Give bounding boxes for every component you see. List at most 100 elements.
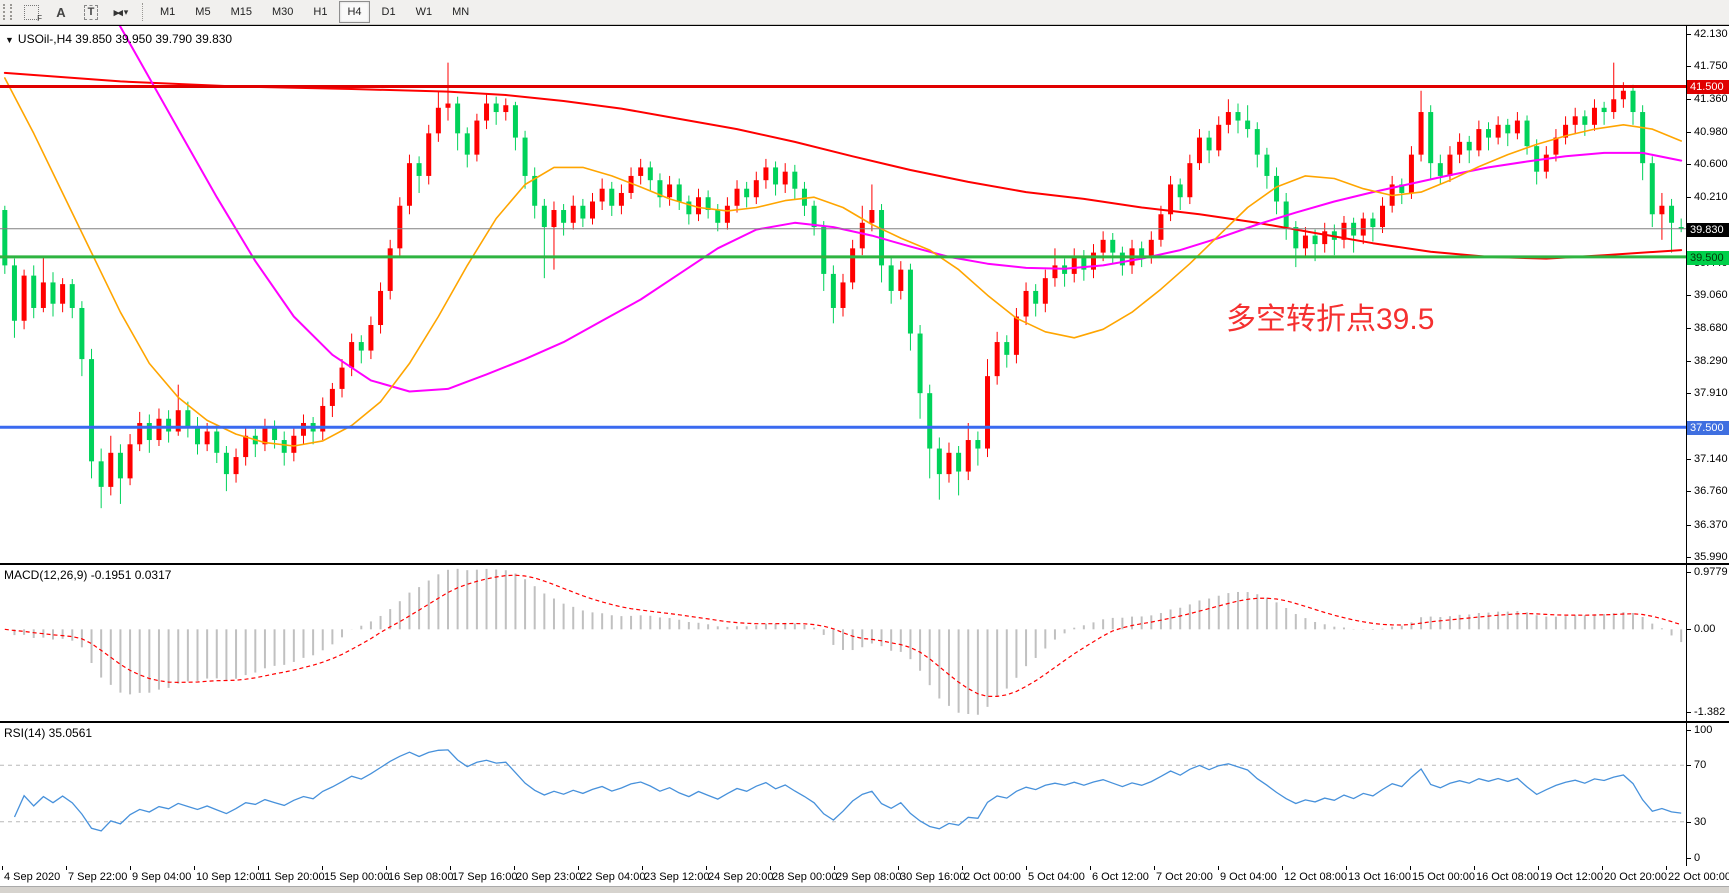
rsi-tick [1687, 858, 1691, 859]
toolbar-separator [142, 3, 144, 21]
time-tick-label: 22 Sep 04:00 [580, 871, 646, 883]
time-tick-label: 15 Sep 00:00 [324, 871, 390, 883]
rsi-panel[interactable]: RSI(14) 35.0561 [0, 722, 1686, 867]
price-tick-label: 41.750 [1694, 60, 1728, 73]
timeframe-button-m5[interactable]: M5 [195, 6, 211, 18]
macd-tick-label: 0.00 [1694, 623, 1716, 636]
timeframe-button-mn[interactable]: MN [452, 6, 470, 18]
price-tick-label: 36.760 [1694, 485, 1728, 498]
symbol-dropdown-icon[interactable]: ▼ [5, 35, 14, 45]
timeframe-button-m1[interactable]: M1 [160, 6, 176, 18]
price-tick [1687, 295, 1691, 297]
text-tool-icon[interactable]: T [78, 1, 104, 23]
macd-axis[interactable]: 0.9779 0.00 -1.382 [1686, 564, 1729, 722]
price-tick [1687, 393, 1691, 395]
time-tick [1346, 866, 1347, 870]
price-tick-label: 40.980 [1694, 125, 1728, 138]
rsi-tick-label: 30 [1694, 815, 1707, 828]
time-tick [386, 866, 387, 870]
rsi-line [13, 749, 1682, 832]
time-tick-label: 4 Sep 2020 [4, 871, 61, 883]
timeframe-button-w1[interactable]: W1 [415, 6, 433, 18]
time-tick [706, 866, 707, 870]
main-chart-panel[interactable]: ▼ USOil-,H4 39.850 39.950 39.790 39.830 多… [0, 25, 1686, 564]
time-tick [898, 866, 899, 870]
grid-pattern-icon[interactable]: F [18, 1, 44, 23]
price-tick [1687, 458, 1691, 460]
price-tick-label: 41.360 [1694, 93, 1728, 106]
time-tick-label: 29 Sep 08:00 [836, 871, 902, 883]
time-tick-label: 22 Oct 00:00 [1668, 871, 1729, 883]
price-tick-label: 37.910 [1694, 387, 1728, 400]
time-tick-label: 16 Sep 08:00 [388, 871, 454, 883]
time-tick-label: 28 Sep 00:00 [772, 871, 838, 883]
time-axis[interactable]: 4 Sep 2020 7 Sep 22:00 9 Sep 04:00 10 Sep 1… [0, 866, 1729, 886]
time-tick-label: 13 Oct 16:00 [1348, 871, 1411, 883]
rsi-label: RSI(14) 35.0561 [4, 726, 93, 740]
price-tick-label: 40.210 [1694, 191, 1728, 204]
time-tick-label: 17 Sep 16:00 [452, 871, 518, 883]
macd-label: MACD(12,26,9) -0.1951 0.0317 [4, 568, 172, 582]
time-tick [578, 866, 579, 870]
time-tick-label: 16 Oct 08:00 [1476, 871, 1539, 883]
price-tick-label: 35.990 [1694, 550, 1728, 563]
chart-title: ▼ USOil-,H4 39.850 39.950 39.790 39.830 [5, 32, 232, 46]
time-tick-label: 11 Sep 20:00 [260, 871, 325, 883]
timeframe-button-m15[interactable]: M15 [230, 6, 252, 18]
time-tick-label: 7 Oct 20:00 [1156, 871, 1213, 883]
price-tick [1687, 99, 1691, 101]
dropdown-caret-icon[interactable]: ▾ [123, 6, 129, 17]
macd-tick [1687, 572, 1691, 573]
timeframe-button-d1[interactable]: D1 [381, 6, 396, 18]
grid-icon [23, 4, 39, 20]
toolbar-drag-handle[interactable] [3, 4, 12, 20]
timeframe-button-h4[interactable]: H4 [339, 1, 370, 23]
time-tick [1026, 866, 1027, 870]
price-tick [1687, 131, 1691, 133]
price-badge-39.830: 39.830 [1687, 222, 1729, 237]
grid-icon-label: F [37, 14, 42, 23]
time-tick [1666, 866, 1667, 870]
time-tick-label: 10 Sep 12:00 [196, 871, 262, 883]
price-tick-label: 40.600 [1694, 158, 1728, 171]
font-tool-icon[interactable]: A [48, 1, 74, 23]
rsi-tick [1687, 821, 1691, 823]
rsi-tick [1687, 730, 1691, 731]
macd-canvas[interactable] [0, 565, 1686, 719]
ma-slow[interactable] [3, 71, 1683, 260]
price-tick-label: 39.060 [1694, 289, 1728, 302]
timeframe-button-h1[interactable]: H1 [313, 6, 328, 18]
price-chart-canvas[interactable] [0, 26, 1686, 561]
price-tick [1687, 360, 1691, 362]
price-tick-label: 36.370 [1694, 518, 1728, 531]
time-tick [642, 866, 643, 870]
arrows-glyph: ▸◂ [113, 6, 123, 19]
timeframe-button-m30[interactable]: M30 [271, 6, 294, 18]
time-tick [514, 866, 515, 870]
time-tick [2, 866, 3, 870]
macd-tick [1687, 712, 1691, 713]
rsi-canvas[interactable] [0, 723, 1686, 864]
price-axis[interactable]: 42.13041.75041.36040.98040.60040.21039.4… [1686, 25, 1729, 564]
time-tick [834, 866, 835, 870]
toolbar: F A T ▸◂ ▾ M1 M5 M15 M30 H1 H4 D1 W1 MN [0, 0, 1729, 25]
time-tick-label: 15 Oct 00:00 [1412, 871, 1475, 883]
cursor-arrows-icon[interactable]: ▸◂ ▾ [108, 1, 134, 23]
macd-tick-label: -1.382 [1694, 706, 1726, 718]
price-badge-41.500: 41.500 [1687, 80, 1729, 95]
rsi-axis[interactable]: 100 70 30 0 [1686, 722, 1729, 867]
bottom-strip [0, 886, 1729, 893]
time-tick [1410, 866, 1411, 870]
time-tick-label: 30 Sep 16:00 [900, 871, 966, 883]
ma-mid[interactable] [63, 26, 1683, 393]
time-tick [1538, 866, 1539, 870]
time-tick [322, 866, 323, 870]
time-tick [1282, 866, 1283, 870]
text-tool-label: T [83, 4, 99, 20]
ohlc-values: 39.850 39.950 39.790 39.830 [75, 32, 233, 46]
price-badge-39.500: 39.500 [1687, 250, 1729, 265]
macd-panel[interactable]: MACD(12,26,9) -0.1951 0.0317 [0, 564, 1686, 722]
ma-fast[interactable] [4, 77, 1682, 447]
time-tick [258, 866, 259, 870]
time-tick [66, 866, 67, 870]
